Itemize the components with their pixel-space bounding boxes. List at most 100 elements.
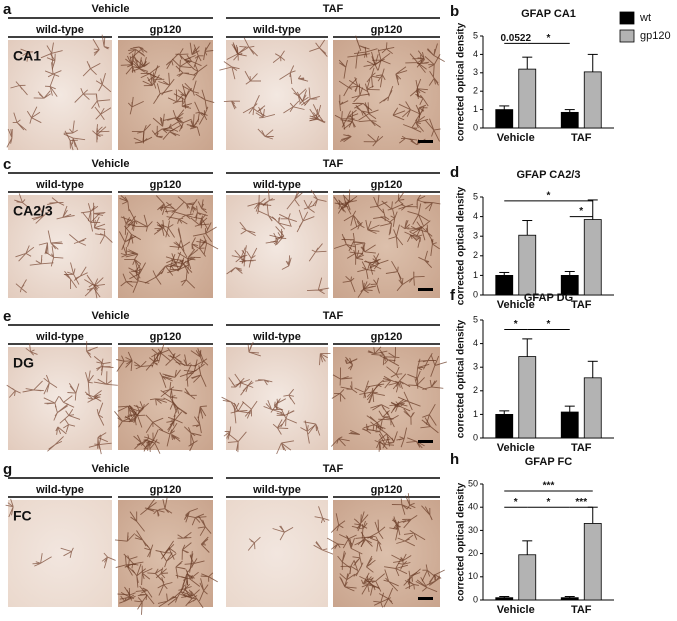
astrocyte: [375, 68, 386, 88]
y-tick-label: 3: [473, 231, 478, 241]
y-tick-label: 4: [473, 211, 478, 221]
x-tick-label: Vehicle: [497, 604, 535, 616]
astrocyte: [366, 415, 384, 430]
astrocyte: [147, 568, 165, 583]
legend-label: wt: [639, 12, 651, 24]
group-title: Vehicle: [92, 463, 130, 475]
significance-label: ***: [543, 481, 555, 492]
astrocyte: [74, 88, 96, 103]
astrocyte: [418, 104, 428, 119]
astrocyte: [134, 530, 149, 548]
astrocyte: [344, 358, 358, 365]
astrocyte: [271, 216, 291, 230]
astrocyte: [56, 205, 75, 220]
astrocyte: [354, 380, 370, 399]
astrocyte: [352, 102, 373, 111]
region-label: CA1: [13, 48, 41, 64]
astrocyte: [367, 346, 388, 355]
column-label: gp120: [150, 331, 182, 343]
y-tick-label: 1: [473, 104, 478, 114]
astrocyte: [191, 237, 201, 250]
astrocyte: [378, 587, 394, 608]
astrocyte: [145, 414, 164, 434]
astrocyte: [409, 220, 431, 241]
x-tick-label: TAF: [571, 132, 592, 144]
astrocyte: [88, 436, 112, 455]
astrocyte: [130, 264, 142, 279]
astrocyte: [159, 372, 173, 388]
astrocyte: [12, 112, 27, 131]
astrocyte: [291, 87, 307, 106]
micrograph: [118, 195, 213, 298]
bar: [583, 71, 602, 129]
astrocyte: [426, 574, 441, 586]
astrocyte: [384, 557, 409, 577]
astrocyte: [22, 380, 44, 393]
astrocyte: [82, 61, 101, 77]
significance-label: *: [514, 497, 518, 508]
astrocyte: [406, 437, 425, 449]
panel-letter: h: [450, 451, 459, 468]
x-tick-label: Vehicle: [497, 299, 535, 311]
astrocyte: [418, 250, 433, 269]
error-bar: [522, 56, 533, 70]
y-tick-label: 5: [473, 191, 478, 201]
astrocyte: [129, 409, 146, 428]
astrocyte: [378, 42, 395, 55]
astrocyte: [425, 118, 441, 142]
astrocyte: [361, 280, 373, 294]
astrocyte: [167, 89, 184, 104]
astrocyte: [163, 110, 183, 128]
bar: [495, 274, 514, 296]
astrocyte: [300, 87, 320, 106]
astrocyte: [233, 402, 240, 424]
astrocyte: [157, 343, 171, 363]
significance-label: *: [547, 33, 551, 44]
astrocyte: [383, 569, 399, 592]
astrocyte: [151, 125, 163, 139]
astrocyte: [283, 388, 296, 405]
column-label: gp120: [150, 179, 182, 191]
astrocyte: [373, 208, 390, 222]
astrocyte: [95, 72, 112, 93]
astrocyte: [119, 231, 137, 250]
astrocyte: [145, 351, 162, 371]
astrocyte: [134, 594, 148, 615]
astrocyte: [378, 411, 399, 428]
significance-label: *: [579, 206, 583, 217]
astrocyte: [193, 350, 209, 367]
astrocyte: [31, 205, 50, 224]
astrocyte: [357, 261, 376, 280]
astrocyte: [162, 540, 177, 560]
astrocyte: [239, 37, 258, 57]
astrocyte: [123, 553, 138, 568]
astrocyte: [416, 194, 427, 209]
astrocyte: [407, 370, 421, 389]
astrocyte: [184, 508, 198, 523]
astrocyte: [67, 382, 80, 401]
astrocyte: [96, 124, 110, 143]
astrocyte: [255, 194, 272, 212]
astrocyte: [348, 77, 368, 93]
astrocyte: [403, 408, 415, 425]
error-bar: [522, 540, 533, 555]
y-tick-label: 30: [468, 525, 478, 535]
astrocyte: [270, 398, 287, 413]
astrocyte: [340, 111, 356, 130]
bar: [518, 68, 537, 129]
astrocyte: [408, 377, 427, 391]
astrocyte: [333, 196, 346, 213]
astrocyte: [360, 244, 376, 254]
astrocyte: [175, 211, 194, 220]
astrocyte: [97, 432, 108, 449]
y-tick-label: 3: [473, 362, 478, 372]
panel-letter: b: [450, 3, 459, 20]
astrocyte: [153, 83, 173, 104]
astrocyte: [128, 48, 146, 57]
astrocyte: [276, 410, 295, 416]
panel-letter: g: [3, 461, 12, 478]
astrocyte: [165, 352, 181, 366]
astrocyte: [398, 203, 418, 211]
astrocyte: [407, 225, 427, 233]
astrocyte: [85, 370, 94, 395]
